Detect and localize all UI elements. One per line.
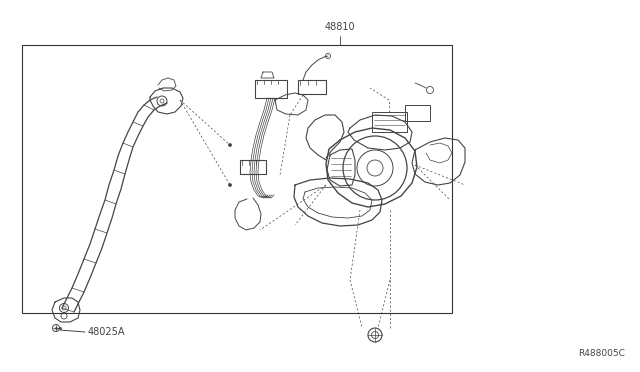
Text: 48810: 48810	[324, 22, 355, 32]
Text: 48025A: 48025A	[88, 327, 125, 337]
Bar	[298, 80, 326, 94]
Circle shape	[228, 144, 232, 147]
Bar	[405, 105, 430, 121]
Bar	[22, 45, 452, 313]
Bar	[255, 80, 287, 98]
Bar	[240, 160, 266, 174]
Text: R488005C: R488005C	[578, 349, 625, 358]
Circle shape	[228, 183, 232, 186]
Bar	[372, 112, 407, 132]
